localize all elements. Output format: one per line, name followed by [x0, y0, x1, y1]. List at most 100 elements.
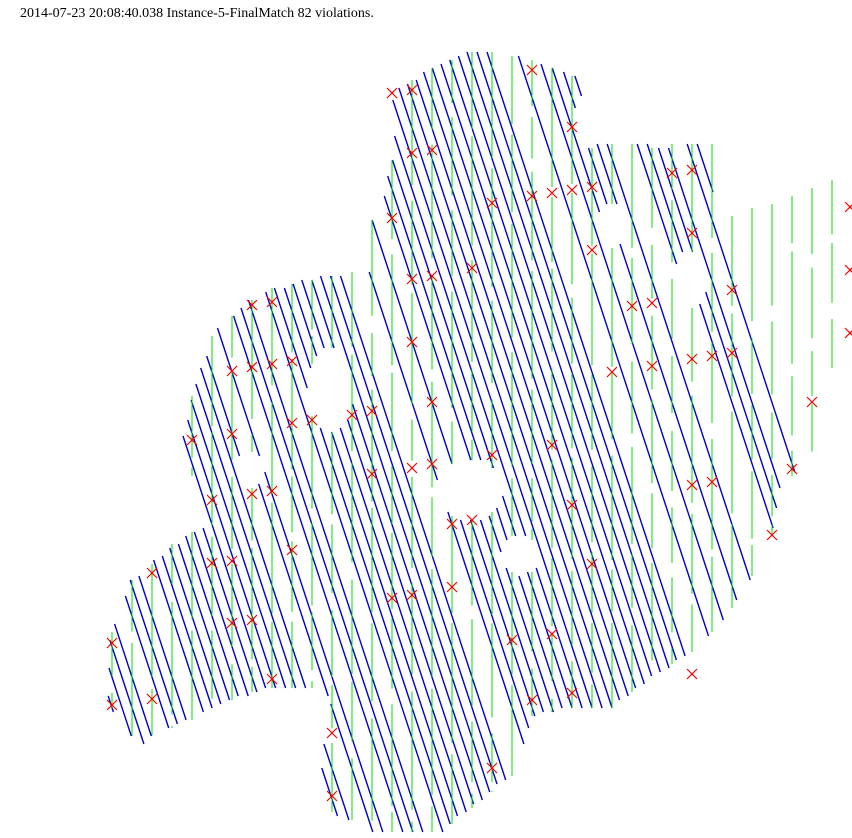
blue-segment [351, 403, 483, 801]
violation-marker [486, 197, 498, 209]
violation-marker [266, 296, 278, 308]
violation-marker [446, 581, 458, 593]
blue-segment [202, 527, 258, 693]
violation-marker [266, 673, 278, 685]
violation-marker [226, 555, 238, 567]
caption: 2014-07-23 20:08:40.038 Instance-5-Final… [20, 6, 374, 21]
blue-segment [319, 275, 491, 793]
blue-segment [292, 283, 318, 357]
blue-segment [258, 483, 329, 697]
blue-segment [501, 495, 517, 537]
blue-segment [619, 243, 738, 601]
violation-marker [486, 762, 498, 774]
violation-marker [286, 355, 298, 367]
violation-marker [246, 614, 258, 626]
blue-segment [169, 547, 222, 705]
blue-segment [393, 135, 527, 537]
violation-marker [686, 353, 698, 365]
violation-marker [226, 365, 238, 377]
violation-marker [426, 144, 438, 156]
blue-segment [596, 143, 618, 205]
violation-marker [566, 499, 578, 511]
violation-marker [246, 488, 258, 500]
blue-segment [459, 519, 530, 729]
violation-marker [706, 350, 718, 362]
violation-marker [666, 167, 678, 179]
violation-marker [306, 414, 318, 426]
violation-marker [606, 366, 618, 378]
blue-segment [587, 147, 608, 205]
violation-marker [586, 181, 598, 193]
blue-segment [431, 67, 637, 689]
blue-segment [339, 427, 467, 813]
violation-marker [106, 637, 118, 649]
violation-marker [586, 558, 598, 570]
violation-marker [726, 347, 738, 359]
blue-segment [240, 307, 414, 833]
violation-marker [686, 668, 698, 680]
violation-marker [566, 687, 578, 699]
violation-marker [526, 64, 538, 76]
violation-marker [266, 485, 278, 497]
violation-marker [806, 396, 818, 408]
blue-segment [646, 143, 684, 253]
blue-segment [636, 143, 678, 265]
blue-segment [447, 511, 525, 745]
blue-segment [368, 271, 439, 481]
violation-marker [386, 212, 398, 224]
violation-marker [566, 121, 578, 133]
violation-markers [106, 64, 852, 802]
blue-segment [383, 195, 472, 461]
violation-marker [646, 360, 658, 372]
blue-segment [339, 275, 507, 781]
blue-segment [535, 567, 583, 709]
violation-marker [146, 567, 158, 579]
violation-marker [286, 417, 298, 429]
violation-marker [646, 297, 658, 309]
violation-marker [246, 299, 258, 311]
blue-segment [667, 147, 781, 489]
violation-marker [426, 396, 438, 408]
blue-segment [124, 595, 170, 729]
blue-segment [705, 291, 778, 509]
violation-marker [246, 361, 258, 373]
violation-marker [366, 468, 378, 480]
violation-marker [844, 201, 852, 213]
blue-segment [657, 147, 694, 253]
violation-marker [686, 164, 698, 176]
violation-marker [686, 227, 698, 239]
blue-segment [301, 279, 325, 349]
blue-segment [113, 623, 152, 737]
blue-segment [283, 287, 312, 369]
violation-marker [266, 358, 278, 370]
violation-marker [486, 449, 498, 461]
blue-segment [265, 291, 444, 833]
violation-marker [546, 439, 558, 451]
violation-marker [326, 790, 338, 802]
violation-marker [706, 476, 718, 488]
violation-marker [526, 694, 538, 706]
violation-marker [106, 699, 118, 711]
violation-marker [766, 529, 778, 541]
violation-marker [206, 494, 218, 506]
blue-segment [193, 531, 249, 697]
blue-segment [574, 75, 583, 97]
blue-segment [415, 79, 621, 701]
blue-segment [347, 419, 475, 805]
blue-segment [329, 275, 498, 785]
violation-marker [466, 262, 478, 274]
blue-segment [323, 743, 350, 821]
violation-marker [626, 300, 638, 312]
blue-segment [686, 143, 796, 473]
blue-segment [195, 383, 297, 689]
blue-segment [406, 83, 613, 709]
green-segments [111, 52, 833, 832]
blue-segment [398, 87, 603, 709]
violation-marker [226, 617, 238, 629]
blue-segment [495, 507, 508, 541]
blue-segment [466, 51, 670, 669]
blue-segment [232, 315, 404, 833]
violation-marker [844, 264, 852, 276]
violation-marker [226, 428, 238, 440]
